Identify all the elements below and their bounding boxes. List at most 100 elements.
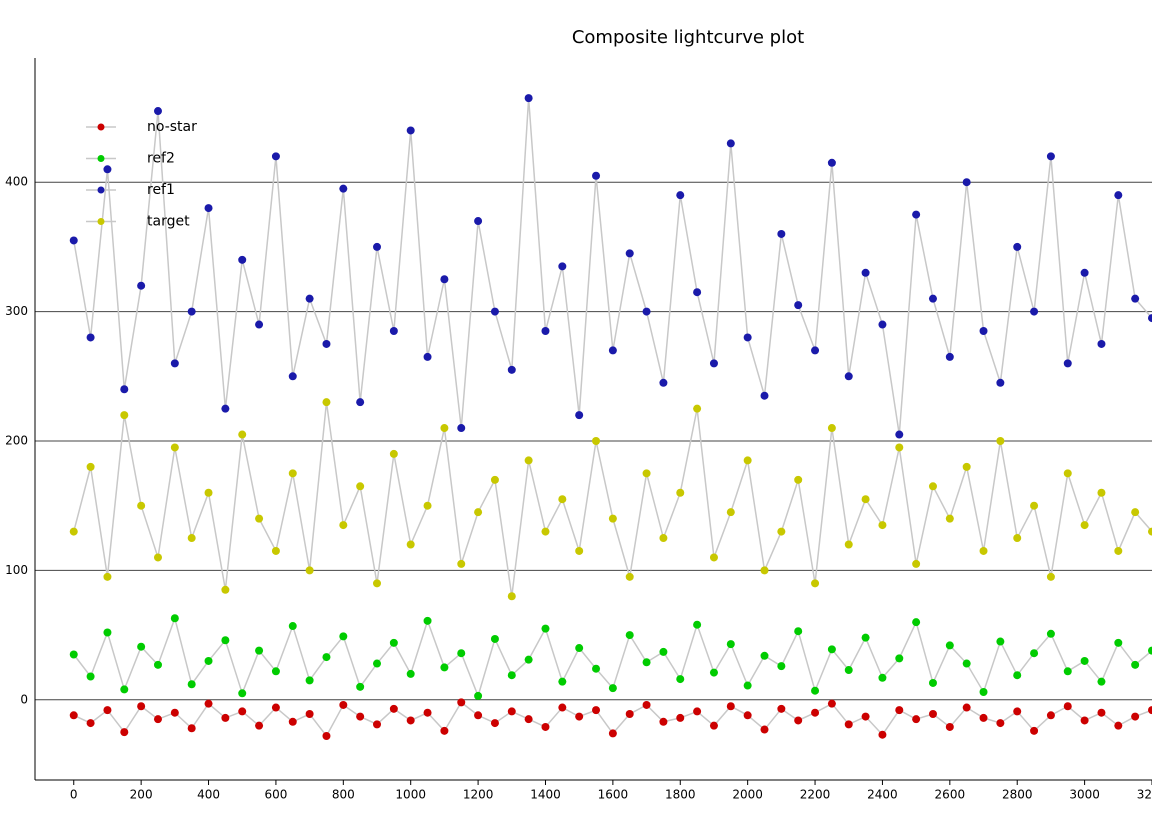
data-point (373, 579, 382, 588)
x-tick-label: 1200 (463, 788, 494, 802)
data-point (844, 666, 853, 675)
data-point (305, 294, 314, 303)
data-point (625, 710, 634, 719)
data-point (271, 546, 280, 555)
data-point (541, 624, 550, 633)
data-point (642, 469, 651, 478)
data-point (356, 712, 365, 721)
data-point (709, 721, 718, 730)
data-point (170, 708, 179, 717)
data-point (153, 715, 162, 724)
data-point (1080, 268, 1089, 277)
data-point (103, 628, 112, 637)
data-point (474, 217, 483, 226)
data-point (709, 668, 718, 677)
data-point (187, 724, 196, 733)
data-point (592, 436, 601, 445)
y-tick-label: 0 (20, 692, 28, 706)
data-point (979, 688, 988, 697)
data-point (996, 436, 1005, 445)
data-point (1131, 294, 1140, 303)
data-point (693, 707, 702, 716)
data-point (305, 566, 314, 575)
x-tick-label: 2400 (867, 788, 898, 802)
data-point (861, 268, 870, 277)
data-point (575, 411, 584, 420)
data-point (120, 685, 129, 694)
data-point (979, 546, 988, 555)
data-point (137, 642, 146, 651)
data-point (827, 645, 836, 654)
data-point (490, 475, 499, 484)
data-point (575, 546, 584, 555)
data-point (979, 713, 988, 722)
data-point (238, 430, 247, 439)
data-point (1063, 359, 1072, 368)
data-point (777, 527, 786, 536)
data-point (928, 710, 937, 719)
data-point (811, 346, 820, 355)
data-point (777, 229, 786, 238)
data-point (356, 398, 365, 407)
legend-label: target (147, 214, 190, 230)
data-point (743, 711, 752, 720)
y-tick-label: 400 (5, 175, 28, 189)
x-tick-label: 600 (264, 788, 287, 802)
x-tick-label: 1600 (598, 788, 629, 802)
data-point (844, 372, 853, 381)
data-point (490, 634, 499, 643)
data-point (524, 715, 533, 724)
data-point (271, 152, 280, 161)
data-point (1097, 488, 1106, 497)
data-point (86, 333, 95, 342)
data-point (288, 469, 297, 478)
data-point (878, 521, 887, 530)
legend-marker (97, 123, 105, 131)
data-point (339, 184, 348, 193)
data-point (120, 728, 129, 737)
data-point (1097, 677, 1106, 686)
data-point (693, 620, 702, 629)
data-point (996, 719, 1005, 728)
data-point (625, 631, 634, 640)
x-tick-label: 400 (197, 788, 220, 802)
data-point (356, 682, 365, 691)
data-point (137, 281, 146, 290)
data-point (153, 660, 162, 669)
data-point (238, 707, 247, 716)
y-tick-label: 100 (5, 563, 28, 577)
data-point (912, 715, 921, 724)
data-point (389, 704, 398, 713)
data-point (777, 662, 786, 671)
data-point (221, 713, 230, 722)
data-point (827, 158, 836, 167)
data-point (608, 514, 617, 523)
x-tick-label: 1000 (395, 788, 426, 802)
data-point (221, 585, 230, 594)
data-point (760, 566, 769, 575)
data-point (440, 663, 449, 672)
data-point (1030, 307, 1039, 316)
data-point (895, 654, 904, 663)
data-point (187, 534, 196, 543)
data-point (642, 700, 651, 709)
x-tick-label: 1800 (665, 788, 696, 802)
data-point (575, 712, 584, 721)
x-tick-label: 2600 (935, 788, 966, 802)
legend-marker (97, 186, 105, 194)
data-point (440, 275, 449, 284)
data-point (1063, 667, 1072, 676)
data-point (1030, 649, 1039, 658)
data-point (743, 681, 752, 690)
legend-label: ref1 (147, 182, 175, 198)
data-point (103, 706, 112, 715)
data-point (238, 255, 247, 264)
data-point (878, 320, 887, 329)
data-point (625, 249, 634, 258)
data-point (1013, 242, 1022, 251)
data-point (726, 508, 735, 517)
data-point (373, 659, 382, 668)
data-point (1114, 191, 1123, 200)
data-point (187, 680, 196, 689)
data-point (524, 655, 533, 664)
